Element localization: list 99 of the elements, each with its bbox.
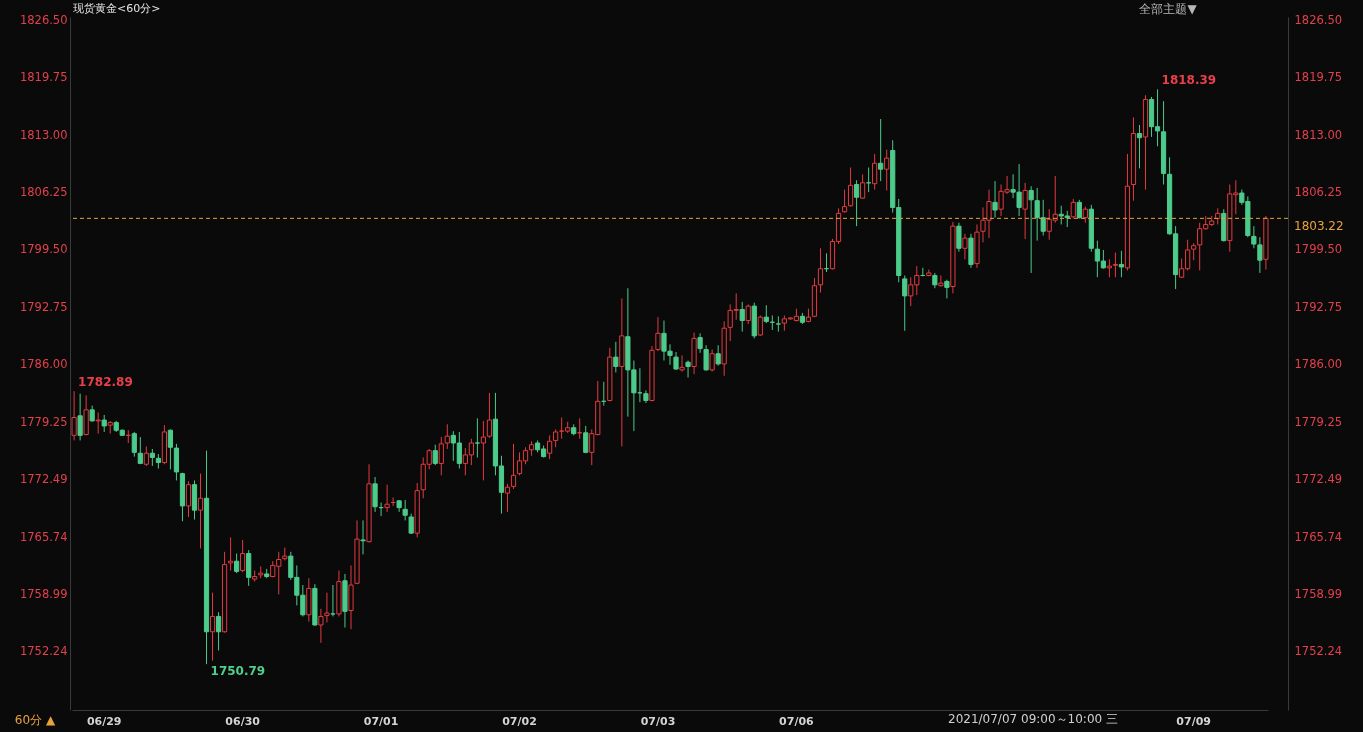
- candlestick: [234, 553, 240, 574]
- candlestick: [1028, 185, 1034, 274]
- candlestick: [745, 303, 751, 325]
- x-tick-label: 07/01: [363, 714, 399, 728]
- y-tick-label: 1758.99: [19, 586, 68, 601]
- candlestick: [679, 354, 685, 373]
- candlestick: [504, 483, 511, 513]
- candlestick: [962, 233, 968, 260]
- y-tick-label: 1819.75: [19, 70, 68, 85]
- candlestick: [992, 180, 998, 219]
- y2-tick-label: 1799.50: [1294, 242, 1343, 257]
- y2-tick-label: 1786.00: [1294, 357, 1343, 372]
- candlestick: [715, 344, 721, 367]
- candlestick: [318, 608, 324, 644]
- candlestick: [739, 301, 745, 333]
- text: 2021/07/07 09:00～10:00 三: [948, 712, 1118, 726]
- candlestick: [1118, 250, 1125, 278]
- x-tick-label: 07/03: [640, 714, 676, 728]
- candlestick: [360, 519, 366, 555]
- candlestick: [137, 436, 143, 465]
- candlestick: [432, 444, 438, 466]
- candlestick: [1076, 199, 1082, 220]
- candlestick: [185, 480, 192, 518]
- candlestick: [613, 341, 619, 373]
- candlestick: [330, 584, 336, 617]
- x-tick-label: 07/09: [1176, 714, 1211, 728]
- y2-tick-label: 1752.24: [1294, 644, 1343, 659]
- candlestick: [131, 431, 137, 458]
- candlestick: [77, 393, 83, 441]
- y2-tick-label: 1806.25: [1294, 185, 1343, 200]
- y-tick-label: 1765.74: [19, 529, 68, 544]
- y-tick-label: 1792.75: [19, 299, 68, 314]
- candlestick: [384, 484, 390, 513]
- x-tick-label: 07/02: [502, 714, 537, 728]
- candlestick: [324, 592, 330, 623]
- y2-tick-label: 1758.99: [1294, 586, 1343, 601]
- y2-tick-label: 1765.74: [1294, 529, 1343, 544]
- y-tick-label: 1772.49: [19, 472, 68, 487]
- x-tick-label: 06/30: [225, 714, 261, 728]
- y-tick-label: 1806.25: [19, 185, 68, 200]
- candlestick: [1136, 124, 1143, 169]
- candlestick: [402, 499, 408, 521]
- chart-title: 现货黄金<60分>: [73, 2, 161, 15]
- candlestick: [884, 149, 890, 191]
- y-tick-label: 1779.25: [19, 414, 68, 429]
- candlestick: [872, 153, 878, 191]
- candlestick: [372, 476, 378, 513]
- y-tick-label: 1799.50: [19, 242, 68, 257]
- candlestick: [246, 549, 252, 587]
- candlestick: [1070, 198, 1076, 220]
- candlestick: [847, 167, 854, 208]
- candlestick: [474, 417, 480, 458]
- candlestick: [775, 315, 781, 333]
- y-tick-label: 1826.50: [19, 12, 68, 27]
- candlestick: [240, 539, 246, 573]
- y-tick-label: 1813.00: [19, 127, 68, 142]
- candlestick: [878, 118, 884, 182]
- candlestick: [583, 425, 589, 454]
- y-tick-label: 1752.24: [19, 644, 68, 659]
- candlestick: [956, 222, 962, 253]
- candlestick: [860, 173, 866, 200]
- candlestick: [408, 513, 414, 535]
- candlestick: [902, 274, 908, 332]
- candlestick: [209, 592, 216, 662]
- candlestick: [944, 279, 950, 299]
- candlestick: [1022, 182, 1028, 240]
- y2-tick-label: 1819.75: [1294, 70, 1343, 85]
- candlestick: [853, 179, 860, 227]
- candlestick: [197, 473, 204, 549]
- candlestick: [841, 189, 848, 214]
- candlestick: [697, 332, 703, 354]
- y-tick-label: 1786.00: [19, 357, 68, 372]
- candlestick: [71, 390, 77, 441]
- candlestick: [547, 434, 553, 460]
- y2-tick-label: 1792.75: [1294, 299, 1343, 314]
- candlestick: [709, 348, 715, 373]
- candlestick: [95, 411, 101, 435]
- x-tick-label: 06/29: [86, 714, 122, 728]
- annotation: 1818.39: [1161, 73, 1217, 88]
- candlestick: [757, 314, 763, 337]
- annotation: 1782.89: [78, 375, 133, 390]
- ref-line-label: 1803.22: [1294, 219, 1344, 234]
- text: 60分 ▲: [14, 713, 56, 727]
- x-tick-label: 07/06: [779, 714, 815, 728]
- text: 全部主题▼: [1139, 2, 1198, 16]
- y2-tick-label: 1826.50: [1294, 12, 1343, 27]
- candlestick: [215, 611, 222, 651]
- candlestick: [143, 445, 149, 467]
- candlestick: [703, 344, 709, 372]
- candlestick: [817, 247, 824, 293]
- candlestick: [510, 443, 517, 490]
- y2-tick-label: 1772.49: [1294, 472, 1343, 487]
- candlestick: [938, 274, 944, 288]
- annotation: 1750.79: [210, 664, 266, 679]
- candlestick: [655, 316, 661, 352]
- candlestick: [685, 360, 691, 379]
- y2-tick-label: 1813.00: [1294, 127, 1343, 142]
- y2-tick-label: 1779.25: [1294, 414, 1343, 429]
- candlestick: [228, 536, 234, 572]
